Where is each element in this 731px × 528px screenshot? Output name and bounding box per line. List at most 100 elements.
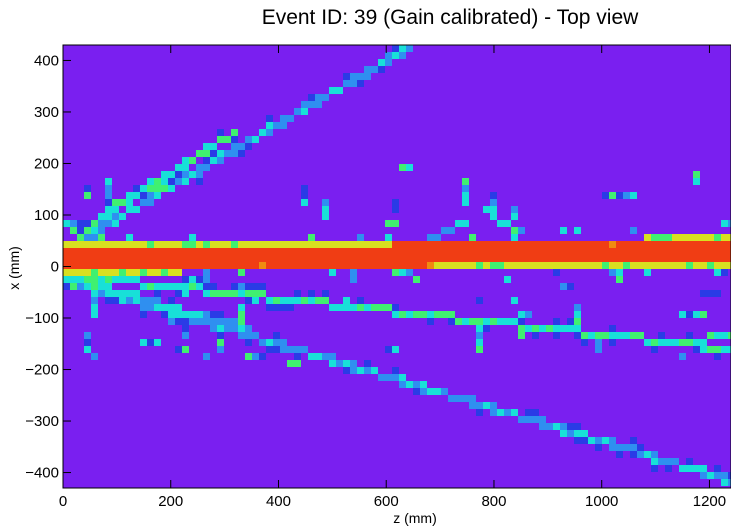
heatmap-cell	[364, 227, 371, 234]
heatmap-cell	[133, 241, 140, 248]
heatmap-cell	[70, 108, 77, 115]
heatmap-cell	[301, 367, 308, 374]
heatmap-cell	[119, 353, 126, 360]
heatmap-cell	[168, 150, 175, 157]
heatmap-cell	[336, 185, 343, 192]
heatmap-cell	[238, 220, 245, 227]
heatmap-cell	[98, 87, 105, 94]
heatmap-cell	[574, 115, 581, 122]
heatmap-cell	[294, 108, 301, 115]
heatmap-cell	[623, 241, 630, 248]
heatmap-cell	[658, 143, 665, 150]
heatmap-cell	[399, 87, 406, 94]
heatmap-cell	[651, 325, 658, 332]
heatmap-cell	[196, 178, 203, 185]
heatmap-cell	[532, 269, 539, 276]
heatmap-cell	[469, 206, 476, 213]
heatmap-cell	[378, 220, 385, 227]
heatmap-cell	[238, 129, 245, 136]
heatmap-cell	[686, 360, 693, 367]
heatmap-cell	[623, 206, 630, 213]
heatmap-cell	[350, 59, 357, 66]
heatmap-cell	[252, 255, 259, 262]
heatmap-cell	[133, 332, 140, 339]
heatmap-cell	[483, 388, 490, 395]
heatmap-cell	[322, 115, 329, 122]
heatmap-cell	[441, 234, 448, 241]
heatmap-cell	[497, 234, 504, 241]
heatmap-cell	[371, 304, 378, 311]
heatmap-cell	[574, 199, 581, 206]
heatmap-cell	[126, 136, 133, 143]
heatmap-cell	[476, 206, 483, 213]
heatmap-cell	[140, 185, 147, 192]
heatmap-cell	[343, 108, 350, 115]
heatmap-cell	[658, 255, 665, 262]
heatmap-cell	[595, 185, 602, 192]
heatmap-cell	[105, 150, 112, 157]
heatmap-cell	[217, 290, 224, 297]
heatmap-cell	[84, 87, 91, 94]
heatmap-cell	[490, 234, 497, 241]
heatmap-cell	[217, 192, 224, 199]
heatmap-cell	[686, 206, 693, 213]
heatmap-cell	[469, 332, 476, 339]
heatmap-cell	[343, 402, 350, 409]
heatmap-cell	[476, 227, 483, 234]
heatmap-cell	[693, 402, 700, 409]
heatmap-cell	[385, 122, 392, 129]
heatmap-cell	[567, 255, 574, 262]
heatmap-cell	[154, 297, 161, 304]
heatmap-cell	[231, 339, 238, 346]
heatmap-cell	[210, 150, 217, 157]
heatmap-cell	[560, 346, 567, 353]
heatmap-cell	[420, 45, 427, 52]
heatmap-cell	[518, 381, 525, 388]
heatmap-cell	[77, 339, 84, 346]
heatmap-cell	[84, 381, 91, 388]
heatmap-cell	[427, 248, 434, 255]
heatmap-cell	[105, 122, 112, 129]
heatmap-cell	[399, 227, 406, 234]
heatmap-cell	[490, 157, 497, 164]
heatmap-cell	[224, 269, 231, 276]
heatmap-cell	[189, 150, 196, 157]
heatmap-cell	[623, 178, 630, 185]
heatmap-cell	[385, 332, 392, 339]
heatmap-cell	[525, 157, 532, 164]
heatmap-cell	[336, 255, 343, 262]
heatmap-cell	[161, 395, 168, 402]
heatmap-cell	[595, 339, 602, 346]
heatmap-cell	[84, 206, 91, 213]
heatmap-cell	[287, 283, 294, 290]
heatmap-cell	[637, 199, 644, 206]
heatmap-cell	[658, 402, 665, 409]
heatmap-cell	[609, 66, 616, 73]
heatmap-cell	[91, 66, 98, 73]
heatmap-cell	[567, 115, 574, 122]
heatmap-cell	[546, 192, 553, 199]
heatmap-cell	[665, 115, 672, 122]
heatmap-cell	[588, 150, 595, 157]
heatmap-cell	[392, 143, 399, 150]
heatmap-cell	[455, 129, 462, 136]
heatmap-cell	[413, 374, 420, 381]
heatmap-cell	[308, 360, 315, 367]
heatmap-cell	[679, 290, 686, 297]
heatmap-cell	[63, 304, 70, 311]
heatmap-cell	[343, 234, 350, 241]
heatmap-cell	[441, 290, 448, 297]
heatmap-cell	[280, 192, 287, 199]
heatmap-cell	[483, 59, 490, 66]
heatmap-cell	[203, 276, 210, 283]
heatmap-cell	[336, 269, 343, 276]
heatmap-cell	[196, 395, 203, 402]
heatmap-cell	[469, 171, 476, 178]
heatmap-cell	[252, 213, 259, 220]
heatmap-cell	[154, 395, 161, 402]
heatmap-cell	[252, 353, 259, 360]
heatmap-cell	[623, 192, 630, 199]
heatmap-cell	[693, 192, 700, 199]
heatmap-cell	[637, 339, 644, 346]
heatmap-cell	[630, 339, 637, 346]
